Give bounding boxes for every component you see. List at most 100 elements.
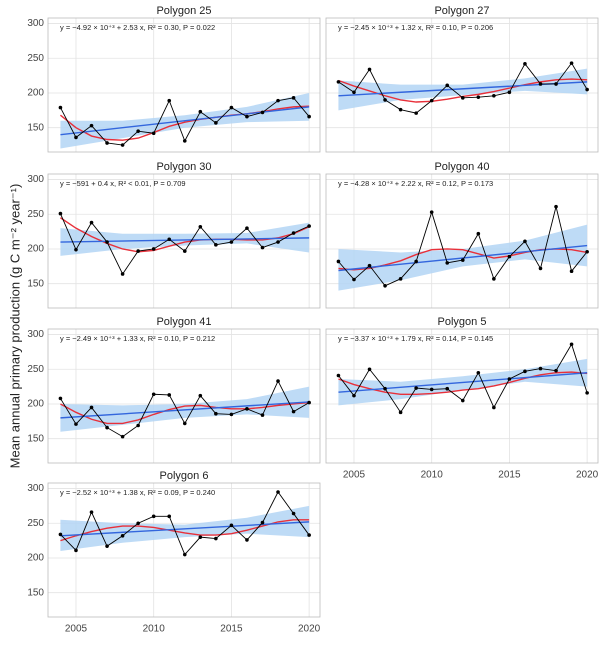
data-point (336, 373, 341, 378)
data-point (429, 387, 434, 392)
data-point (291, 511, 296, 516)
data-point (429, 210, 434, 214)
y-tick-label: 250 (27, 209, 44, 220)
data-point (554, 82, 558, 86)
data-point (182, 421, 187, 426)
y-tick-label: 200 (27, 553, 44, 564)
data-point (476, 95, 481, 99)
panel-title: Polygon 40 (434, 161, 489, 173)
panel-border (47, 482, 321, 618)
data-point (260, 110, 265, 115)
x-tick-label: 2015 (220, 624, 243, 635)
data-point (198, 535, 203, 539)
data-point (569, 342, 574, 347)
data-point (383, 98, 387, 102)
panel-background (48, 483, 320, 617)
data-point (307, 533, 311, 537)
data-point (367, 367, 372, 372)
data-point (476, 370, 481, 375)
panel: Polygon 5 2005 2010 2015 2020 y = −3.37 × 10⁺… (325, 316, 599, 481)
data-point (507, 90, 512, 95)
data-point (198, 109, 203, 114)
y-tick-label: 300 (27, 329, 44, 340)
y-tick-label: 200 (27, 88, 44, 99)
data-point (260, 245, 265, 250)
panel-border (325, 173, 599, 309)
y-tick-label: 300 (27, 483, 44, 494)
y-tick-label: 250 (27, 364, 44, 375)
data-point (383, 386, 387, 391)
data-point (352, 393, 356, 398)
y-tick-label: 300 (27, 174, 44, 185)
data-point (307, 114, 311, 119)
data-point (291, 409, 296, 414)
data-point (245, 114, 249, 119)
y-tick-label: 150 (27, 587, 44, 598)
data-point (58, 396, 63, 401)
x-tick-label: 2005 (65, 624, 88, 635)
data-point (167, 237, 172, 242)
data-point (492, 405, 496, 410)
data-point (585, 391, 589, 395)
data-point (58, 105, 63, 110)
data-point (74, 422, 78, 426)
panel-border (47, 173, 321, 309)
y-tick-label: 150 (27, 122, 44, 133)
data-point (229, 523, 234, 528)
data-point (460, 258, 465, 262)
equation: y = −2.49 × 10⁺³ + 1.33 x, R² = 0.10, P … (60, 334, 215, 343)
panel: Polygon 41 150 200 250 300 y = −2.49 × 10⁺³ +… (27, 316, 321, 464)
data-point (58, 532, 63, 537)
fit-line (338, 244, 588, 272)
panel-title: Polygon 5 (438, 316, 487, 328)
data-point (151, 514, 156, 519)
y-tick-label: 200 (27, 244, 44, 255)
x-tick-label: 2010 (143, 624, 166, 635)
data-point (538, 266, 543, 271)
data-point (74, 548, 78, 553)
data-point (229, 412, 234, 417)
data-point (214, 411, 218, 416)
data-point (245, 538, 249, 542)
data-point (120, 143, 125, 147)
data-point (260, 413, 265, 417)
data-point (383, 283, 387, 288)
data-point (336, 80, 341, 84)
panel: Polygon 25 150 200 250 300 y = −4.92 × 10⁺³ +… (27, 5, 321, 153)
data-point (460, 398, 465, 403)
equation: y = −3.37 × 10⁺³ + 1.79 x, R² = 0.14, P … (338, 334, 493, 343)
data-point (167, 393, 172, 397)
data-point (276, 98, 280, 103)
data-point (214, 121, 218, 125)
data-point (229, 105, 234, 110)
y-tick-label: 250 (27, 53, 44, 64)
y-tick-label: 200 (27, 399, 44, 410)
equation: y = −2.52 × 10⁺³ + 1.38 x, R² = 0.09, P … (60, 488, 215, 497)
data-point (523, 239, 527, 244)
data-point (136, 423, 140, 428)
data-point (585, 87, 589, 92)
data-point (414, 386, 418, 390)
data-point (523, 62, 527, 66)
equation: y = −4.92 × 10⁺³ + 2.53 x, R² = 0.30, P … (60, 23, 215, 32)
data-point (120, 434, 125, 439)
equation: y = −4.28 × 10⁺³ + 2.22 x, R² = 0.12, P … (338, 179, 493, 188)
data-point (74, 135, 78, 140)
x-tick-label: 2010 (421, 470, 444, 481)
data-point (507, 254, 512, 259)
panel-border (47, 328, 321, 464)
data-point (136, 521, 140, 526)
data-point (105, 141, 109, 145)
data-point (554, 368, 558, 373)
equation: y = −2.45 × 10⁺³ + 1.32 x, R² = 0.10, P … (338, 23, 493, 32)
x-tick-label: 2015 (498, 470, 521, 481)
data-point (182, 249, 187, 253)
data-point (291, 231, 296, 235)
x-tick-label: 2020 (298, 624, 321, 635)
panel-title: Polygon 27 (434, 5, 489, 17)
data-point (167, 98, 172, 103)
data-point (445, 386, 450, 391)
data-point (260, 520, 265, 525)
data-point (105, 240, 109, 244)
